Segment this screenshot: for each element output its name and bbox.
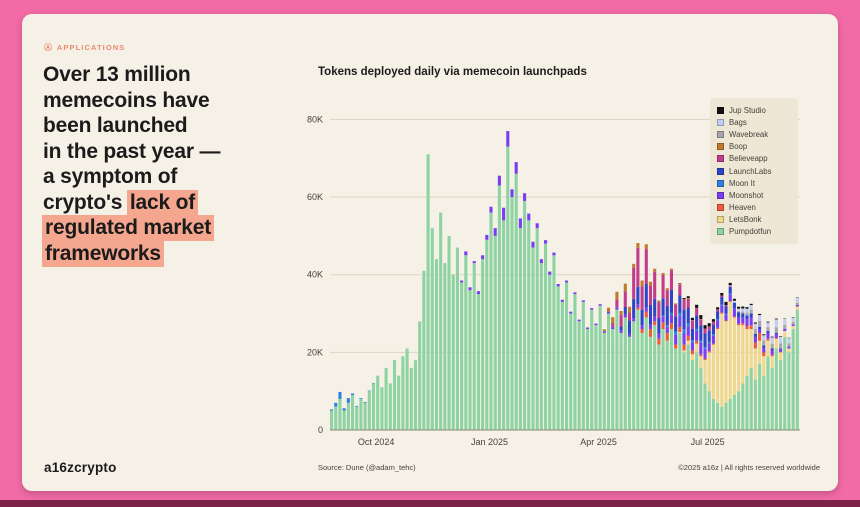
svg-text:Jul 2025: Jul 2025 xyxy=(691,437,725,447)
a16zcrypto-logo: a16zcrypto xyxy=(44,460,117,475)
legend-swatch xyxy=(717,191,724,199)
legend-label: Wavebreak xyxy=(729,129,769,139)
legend-swatch xyxy=(717,155,724,163)
legend-item: Moon It xyxy=(717,177,791,189)
legend-item: Boop xyxy=(717,141,791,153)
legend-swatch xyxy=(717,204,724,212)
svg-text:40K: 40K xyxy=(307,270,323,280)
legend-label: Jup Studio xyxy=(729,105,766,115)
svg-text:20K: 20K xyxy=(307,347,323,357)
legend-item: Heaven xyxy=(717,202,791,214)
legend-item: LetsBonk xyxy=(717,214,791,226)
legend-label: Boop xyxy=(729,142,748,152)
legend-label: Heaven xyxy=(729,203,756,213)
legend-item: Bags xyxy=(717,116,791,128)
bars-layer xyxy=(330,131,799,430)
legend-swatch xyxy=(717,118,724,126)
headline-line: a symptom of xyxy=(43,165,178,188)
eyebrow-label: APPLICATIONS xyxy=(56,43,126,52)
svg-text:0: 0 xyxy=(318,425,323,435)
headline-line: in the past year — xyxy=(43,139,221,163)
headline-line: Over 13 million xyxy=(43,63,191,86)
chart-legend: Jup Studio Bags Wavebreak Boop Believeapp Lau… xyxy=(710,98,798,245)
headline-line: frameworks xyxy=(42,240,269,267)
stacked-bar-chart: 0 20K 40K 60K 80K Oct 2024 Jan 2025 Apr 2025 Jul… xyxy=(307,114,800,447)
legend-item: Pumpdotfun xyxy=(717,226,791,238)
slide-card: Ⓐ APPLICATIONS Over 13 million memecoins … xyxy=(22,14,838,491)
legend-label: Moon It xyxy=(729,178,756,188)
legend-label: Bags xyxy=(729,117,747,127)
legend-item: Wavebreak xyxy=(717,128,791,140)
legend-item: Moonshot xyxy=(717,189,791,201)
legend-swatch xyxy=(717,106,724,114)
legend-item: Jup Studio xyxy=(717,104,791,116)
svg-text:80K: 80K xyxy=(307,114,323,124)
headline-line: memecoins have xyxy=(43,88,210,112)
legend-item: LaunchLabs xyxy=(717,165,791,177)
headline-line: crypto's lack of xyxy=(43,189,269,216)
svg-text:60K: 60K xyxy=(307,192,323,202)
legend-swatch xyxy=(717,130,724,138)
eyebrow: Ⓐ APPLICATIONS xyxy=(44,42,125,53)
legend-swatch xyxy=(717,179,724,187)
applications-icon: Ⓐ xyxy=(44,43,52,52)
svg-text:Oct 2024: Oct 2024 xyxy=(358,437,395,447)
chart-title: Tokens deployed daily via memecoin launc… xyxy=(318,66,587,78)
bottom-strip xyxy=(0,500,860,507)
svg-text:Apr 2025: Apr 2025 xyxy=(580,437,617,447)
tick-labels: 0 20K 40K 60K 80K Oct 2024 Jan 2025 Apr 2025 Jul… xyxy=(307,114,725,447)
legend-label: LetsBonk xyxy=(729,215,762,225)
svg-text:Jan 2025: Jan 2025 xyxy=(471,437,508,447)
legend-swatch xyxy=(717,143,724,151)
legend-label: Believeapp xyxy=(729,154,768,164)
legend-label: LaunchLabs xyxy=(729,166,772,176)
legend-swatch xyxy=(717,167,724,175)
copyright-note: ©2025 a16z | All rights reserved worldwi… xyxy=(678,463,820,472)
legend-swatch xyxy=(717,216,724,224)
legend-label: Pumpdotfun xyxy=(729,227,772,237)
legend-swatch xyxy=(717,228,724,236)
source-note: Source: Dune (@adam_tehc) xyxy=(318,463,416,472)
headline-line: been launched xyxy=(43,114,188,137)
legend-label: Moonshot xyxy=(729,190,764,200)
headline: Over 13 million memecoins have been launch… xyxy=(42,62,269,267)
legend-item: Believeapp xyxy=(717,153,791,165)
headline-line: regulated market xyxy=(42,215,269,241)
